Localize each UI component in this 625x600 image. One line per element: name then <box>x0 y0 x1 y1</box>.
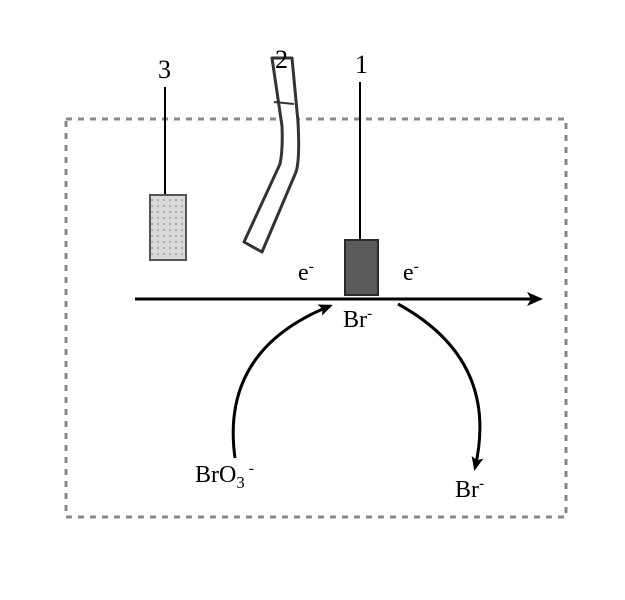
electrode-3 <box>150 195 186 260</box>
label-e-left: e- <box>298 258 314 287</box>
label-br-center: Br- <box>343 305 372 334</box>
label-3: 3 <box>158 55 171 85</box>
bro3-base: BrO <box>195 462 236 488</box>
label-2: 2 <box>275 45 288 75</box>
label-bro3: BrO3- <box>195 460 254 493</box>
curve-arrow-left <box>233 306 330 458</box>
e-left-base: e <box>298 260 309 286</box>
e-right-base: e <box>403 260 414 286</box>
diagram-svg <box>0 0 625 600</box>
diagram-canvas: 3 2 1 e- e- Br- BrO3- Br- <box>0 0 625 600</box>
br-right-sup: - <box>479 475 484 492</box>
e-left-sup: - <box>309 258 314 275</box>
curve-arrow-right <box>398 304 480 468</box>
br-right-base: Br <box>455 477 479 503</box>
e-right-sup: - <box>414 258 419 275</box>
label-br-right: Br- <box>455 475 484 504</box>
br-center-base: Br <box>343 307 367 333</box>
label-e-right: e- <box>403 258 419 287</box>
electrode-1 <box>345 240 378 295</box>
br-center-sup: - <box>367 305 372 322</box>
bro3-sub: 3 <box>236 473 244 492</box>
label-1: 1 <box>355 50 368 80</box>
bro3-sup: - <box>249 460 254 477</box>
probe-2 <box>244 58 299 252</box>
outer-frame <box>66 119 566 517</box>
